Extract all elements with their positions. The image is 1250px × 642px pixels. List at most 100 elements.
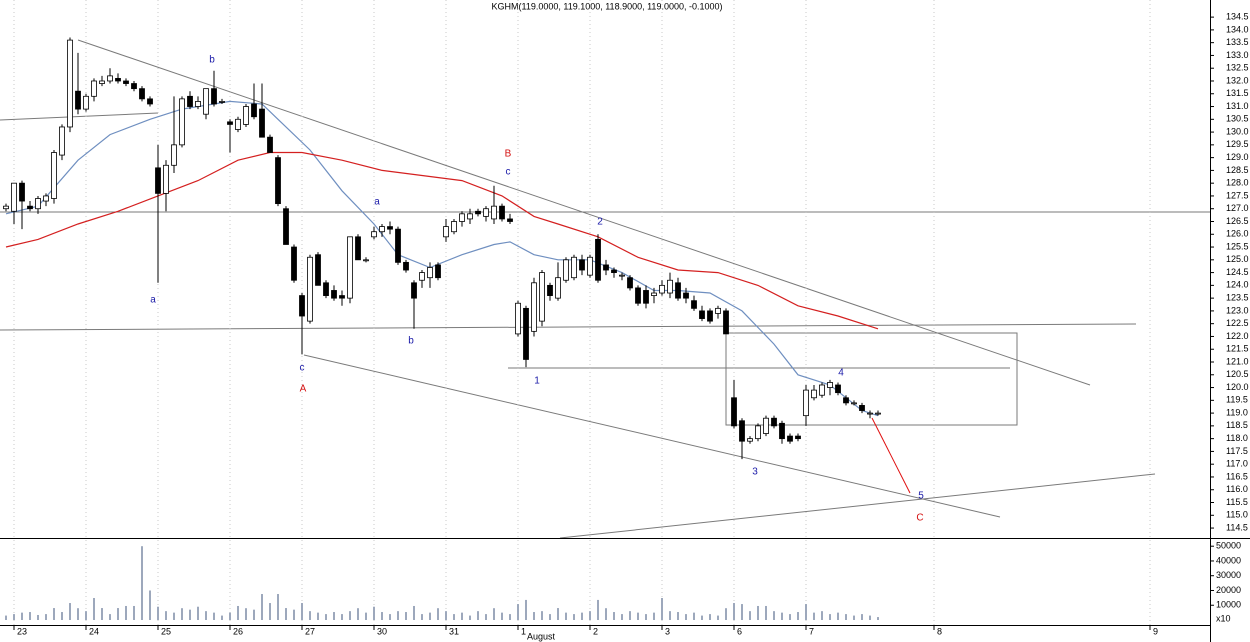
y-tick-label: 132.0	[1226, 75, 1249, 85]
volume-bar	[485, 614, 487, 620]
candle-body	[643, 290, 649, 304]
candle-body	[755, 425, 761, 440]
wave-label: 1	[534, 376, 540, 387]
candle-body	[323, 282, 329, 296]
candle-body	[483, 208, 489, 217]
wave-label: 3	[752, 467, 758, 478]
month-label: August	[527, 631, 556, 641]
y-tick-label: 120.0	[1226, 382, 1249, 392]
y-tick-label: 127.0	[1226, 203, 1249, 213]
candle-body	[739, 420, 745, 442]
candle-body	[179, 98, 185, 146]
candle-body	[811, 389, 817, 399]
candle-body	[123, 80, 129, 84]
x-tick-label: 26	[233, 626, 243, 636]
volume-bar	[77, 608, 79, 620]
candle-body	[491, 205, 497, 220]
candle-body	[635, 287, 641, 304]
volume-bar	[813, 612, 815, 620]
candle-body	[403, 261, 409, 271]
x-tick-label: 6	[737, 626, 742, 636]
candle-body	[227, 121, 233, 125]
y-tick-label: 10000	[1216, 600, 1241, 610]
candle-body	[507, 218, 513, 222]
volume-bar	[325, 614, 327, 620]
volume-bar	[109, 614, 111, 620]
candle-body	[523, 307, 529, 360]
volume-bar	[749, 611, 751, 620]
volume-bar	[61, 612, 63, 620]
volume-bar	[693, 612, 695, 620]
candle-body	[651, 292, 657, 296]
volume-bar	[141, 546, 143, 620]
candle-body	[715, 307, 721, 314]
candle-body	[699, 310, 705, 319]
candle-body	[155, 167, 161, 194]
volume-bar	[277, 594, 279, 620]
candle-body	[539, 272, 545, 322]
y-tick-label: 124.5	[1226, 267, 1249, 277]
candle-body	[675, 282, 681, 299]
candle-body	[91, 80, 97, 97]
volume-bar	[213, 612, 215, 620]
volume-bar	[629, 611, 631, 620]
candle-body	[531, 282, 537, 332]
candle-body	[627, 277, 633, 289]
moving-average	[5, 151, 879, 330]
volume-bar	[797, 612, 799, 620]
candle-body	[291, 246, 297, 281]
candle-body	[35, 198, 41, 210]
volume-bar	[701, 615, 703, 620]
y-tick-label: 121.0	[1226, 356, 1249, 366]
drawing-tools	[0, 39, 1210, 539]
candle-body	[787, 435, 793, 442]
volume-bar	[381, 612, 383, 620]
volume-bar	[645, 614, 647, 620]
candle-body	[731, 397, 737, 427]
volume-bar	[437, 608, 439, 620]
candle-body	[851, 402, 857, 405]
candle-body	[875, 412, 881, 415]
y-tick-label: 123.5	[1226, 293, 1249, 303]
candle-body	[667, 279, 673, 294]
candle-body	[451, 221, 457, 233]
y-tick-label: 122.5	[1226, 318, 1249, 328]
candle-body	[859, 405, 865, 411]
volume-bar	[173, 612, 175, 620]
candle-body	[579, 259, 585, 271]
volume-bar	[677, 612, 679, 620]
y-tick-label: 118.5	[1226, 420, 1248, 430]
volume-bar	[613, 612, 615, 620]
volume-bar	[805, 604, 807, 620]
y-tick-label: 134.0	[1226, 24, 1249, 34]
x-tick-label: 31	[449, 626, 459, 636]
candle-body	[315, 254, 321, 286]
volume-bar	[861, 614, 863, 620]
volume-bar	[357, 608, 359, 620]
volume-bar	[429, 612, 431, 620]
volume-bar	[269, 603, 271, 620]
volume-bar	[469, 615, 471, 620]
volume-bar	[13, 614, 15, 620]
y-tick-label: 131.5	[1226, 88, 1249, 98]
wave-label: b	[209, 55, 215, 66]
volume-bar	[261, 594, 263, 620]
candle-body	[779, 422, 785, 440]
y-tick-label: 115.0	[1226, 510, 1248, 520]
candle-body	[723, 310, 729, 335]
chart-title: KGHM(119.0000, 119.1000, 118.9000, 119.0…	[491, 1, 722, 11]
volume-bar	[477, 611, 479, 620]
candle-body	[235, 118, 241, 130]
volume-bar	[29, 612, 31, 620]
candle-body	[595, 238, 601, 281]
candle-body	[395, 228, 401, 263]
volume-bar	[53, 608, 55, 620]
candle-body	[339, 295, 345, 299]
candle-body	[467, 213, 473, 220]
candle-body	[611, 269, 617, 273]
candle-body	[427, 267, 433, 279]
volume-bar	[293, 609, 295, 620]
candle-body	[771, 417, 777, 427]
volume-bar	[37, 614, 39, 620]
x-tick-label: 24	[89, 626, 99, 636]
